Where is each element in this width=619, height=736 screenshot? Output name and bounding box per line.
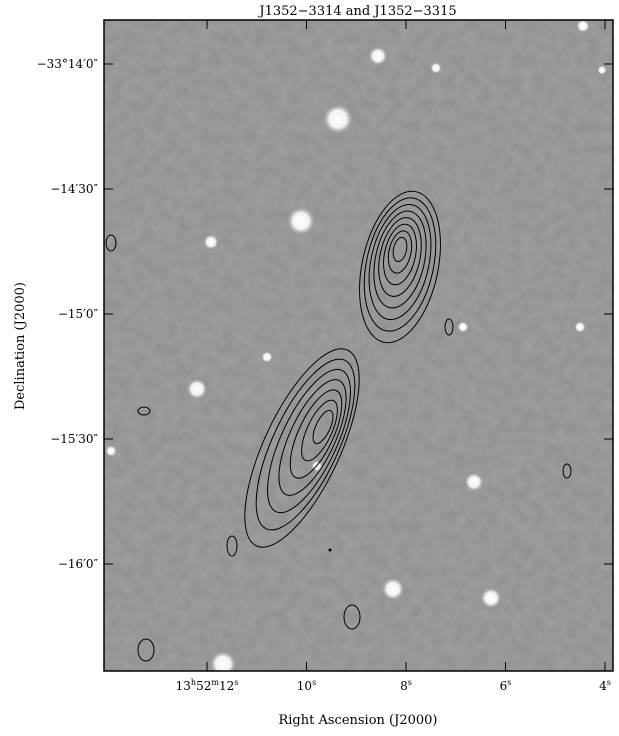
star-3 <box>203 234 219 250</box>
y-tick-label-4: −16′0″ <box>58 557 99 571</box>
y-tick-label-2: −15′0″ <box>58 307 99 321</box>
star-14 <box>457 321 469 333</box>
noise-contour-5 <box>343 604 361 630</box>
source-north-contour-3 <box>373 210 427 309</box>
source-south-contour-3 <box>278 379 347 496</box>
star-8 <box>480 587 502 609</box>
source-south-contour-1 <box>255 358 356 531</box>
x-tick-label-2: 8s <box>400 678 412 693</box>
star-11 <box>576 20 590 33</box>
source-north-contour-0 <box>359 190 441 344</box>
star-16 <box>597 65 607 75</box>
star-5 <box>261 351 273 363</box>
source-south-contour-0 <box>244 348 360 548</box>
star-2 <box>286 206 316 236</box>
x-tick-label-3: 6s <box>500 678 512 693</box>
noise-contour-3 <box>444 318 454 336</box>
source-south-contour-5 <box>301 399 338 462</box>
chart-title: J1352−3314 and J1352−3315 <box>257 4 456 19</box>
source-north-contour-6 <box>387 230 413 274</box>
source-north-contour-7 <box>392 236 408 263</box>
source-north-contour-5 <box>383 223 417 286</box>
axis-ticks <box>104 20 613 671</box>
source-north-contour-4 <box>378 217 422 297</box>
y-tick-label-1: −14′30″ <box>50 182 98 196</box>
x-tick-labels: 13h52m12s 10s 8s 6s 4s <box>176 678 611 693</box>
star-15 <box>105 445 117 457</box>
star-10 <box>430 62 442 74</box>
star-9 <box>209 650 237 671</box>
star-13 <box>574 321 586 333</box>
y-tick-label-0: −33°14′0″ <box>37 57 99 71</box>
image-stars <box>105 20 607 671</box>
plot-frame <box>103 19 614 672</box>
noise-contour-0 <box>105 234 117 252</box>
marker-dot <box>328 548 332 552</box>
star-4 <box>186 378 208 400</box>
noise-contour-6 <box>137 638 155 662</box>
optical-image <box>104 20 613 671</box>
x-tick-label-0: 13h52m12s <box>176 678 239 693</box>
y-tick-labels: −33°14′0″ −14′30″ −15′0″ −15′30″ −16′0″ <box>37 57 99 571</box>
source-north-contour-2 <box>368 203 432 321</box>
noise-contour-2 <box>226 535 238 557</box>
source-south-contour-6 <box>312 409 334 445</box>
source-south-contour-4 <box>289 389 343 479</box>
y-axis-label: Declination (J2000) <box>13 282 28 410</box>
y-tick-label-3: −15′30″ <box>50 432 98 446</box>
source-south-contour-2 <box>267 368 351 514</box>
x-tick-label-1: 10s <box>297 678 316 693</box>
noise-contour-1 <box>137 406 151 416</box>
noise-contour-4 <box>562 463 572 479</box>
star-1 <box>322 103 354 135</box>
source-north-contour-1 <box>363 197 437 332</box>
star-0 <box>368 46 388 66</box>
star-6 <box>464 472 484 492</box>
radio-contours <box>105 190 572 662</box>
star-7 <box>381 577 405 601</box>
x-axis-label: Right Ascension (J2000) <box>278 713 437 728</box>
x-tick-label-4: 4s <box>599 678 611 693</box>
